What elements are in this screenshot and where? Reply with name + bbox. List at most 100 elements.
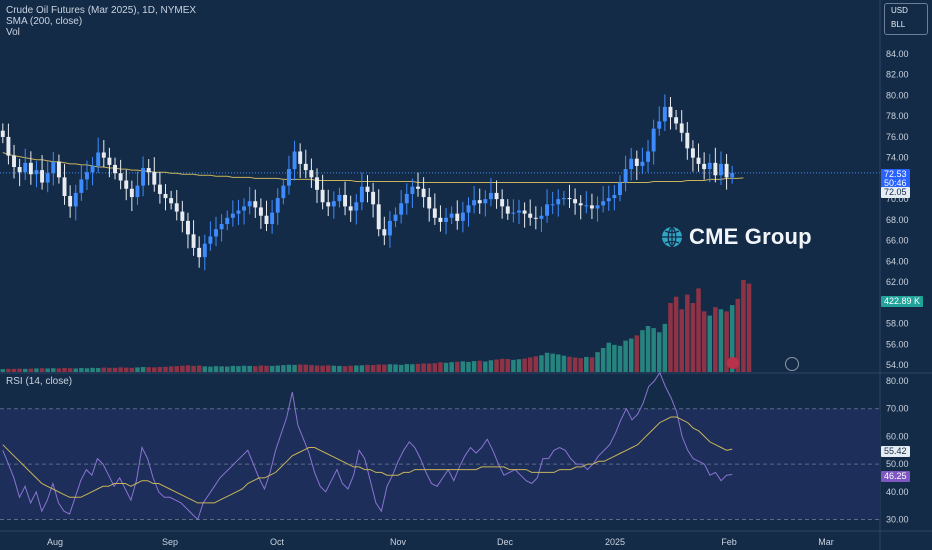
volume-bar [219, 366, 224, 372]
volume-bar [628, 338, 634, 372]
time-tick-label: Aug [47, 537, 63, 547]
volume-bar [337, 365, 342, 372]
volume-bar [634, 335, 640, 372]
candle-body [460, 212, 465, 221]
rsi-ma-line [2, 416, 733, 504]
candle-body [646, 151, 650, 162]
candle-body [662, 106, 667, 122]
candle-body [348, 206, 353, 211]
candle-body [539, 215, 544, 219]
rsi-tick-label: 80.00 [886, 376, 909, 386]
candle-body [264, 215, 269, 225]
candle-body [634, 158, 639, 166]
candle [589, 193, 594, 220]
candle-body [292, 151, 297, 170]
time-tick-label: Mar [818, 537, 834, 547]
volume-bar [309, 365, 314, 372]
candle [320, 174, 325, 210]
candle-body [174, 203, 179, 212]
volume-bar [281, 365, 286, 372]
candle [657, 106, 662, 136]
candle-body [690, 148, 695, 158]
rsi-tick-label: 50.00 [886, 459, 909, 469]
time-tick-label: 2025 [605, 537, 625, 547]
volume-bar [359, 365, 365, 372]
candle-body [618, 182, 622, 195]
candle [702, 152, 707, 180]
volume-bar [101, 367, 107, 372]
volume-bar [387, 364, 393, 372]
candle-body [679, 123, 684, 133]
candle [298, 143, 303, 178]
candle-body [488, 192, 493, 200]
volume-bar [382, 364, 387, 372]
candle [185, 212, 190, 249]
candle-body [197, 247, 202, 258]
volume-bar [11, 368, 17, 372]
candle [623, 155, 628, 192]
candle-body [135, 185, 140, 198]
volume-bar [746, 283, 752, 372]
volume-bar [471, 361, 477, 372]
candle-body [584, 205, 589, 207]
candle-body [258, 207, 263, 216]
candle-body [225, 217, 230, 225]
candle-body [505, 206, 510, 214]
currency-unit-selector[interactable]: USD BLL [884, 3, 928, 35]
candle [214, 216, 218, 247]
candle [281, 178, 286, 205]
candle [438, 205, 443, 232]
candle-body [438, 217, 443, 222]
volume-bar [645, 326, 651, 372]
candle [286, 155, 291, 195]
candle-body [533, 217, 538, 219]
candle [96, 137, 101, 174]
candle-body [522, 210, 527, 214]
clock-icon[interactable] [785, 357, 799, 371]
candle [129, 180, 134, 212]
candle [124, 169, 129, 201]
candle [275, 188, 280, 225]
earnings-flag-icon[interactable] [727, 357, 739, 369]
candle-body [326, 202, 331, 207]
candle [270, 200, 275, 234]
rsi-legend: RSI (14, close) [6, 376, 73, 387]
candle-body [40, 170, 45, 183]
rsi-tick-label: 30.00 [886, 515, 909, 525]
volume-bar [455, 361, 460, 372]
candle [208, 221, 213, 251]
last-price-badge: 72.53 [881, 169, 910, 180]
time-tick-label: Dec [497, 537, 514, 547]
volume-bar [6, 368, 11, 372]
volume-bar [432, 363, 438, 372]
candle [410, 178, 415, 208]
volume-bar [443, 362, 449, 372]
volume-bar [589, 357, 595, 372]
volume-bar [185, 365, 191, 372]
candle-body [561, 198, 566, 200]
volume-bar [331, 365, 337, 372]
volume-bar [370, 365, 376, 372]
candle [528, 199, 533, 226]
volume-bar [410, 364, 415, 372]
volume-bar [466, 361, 471, 372]
candle-body [629, 158, 634, 170]
candle [118, 159, 123, 190]
volume-bar [236, 366, 241, 372]
candle [567, 184, 572, 208]
candle-body [589, 205, 594, 209]
candle [634, 150, 639, 180]
candle [157, 172, 162, 204]
candle-body [371, 191, 376, 205]
candle-body [477, 200, 482, 204]
candle [191, 220, 196, 256]
candle-body [382, 229, 387, 236]
volume-bar [286, 364, 292, 372]
candle-body [556, 199, 561, 205]
volume-bar [275, 365, 280, 372]
candle-body [365, 186, 370, 192]
price-tick-label: 64.00 [886, 256, 909, 266]
volume-bar [264, 365, 269, 372]
volume-bar [253, 366, 258, 372]
